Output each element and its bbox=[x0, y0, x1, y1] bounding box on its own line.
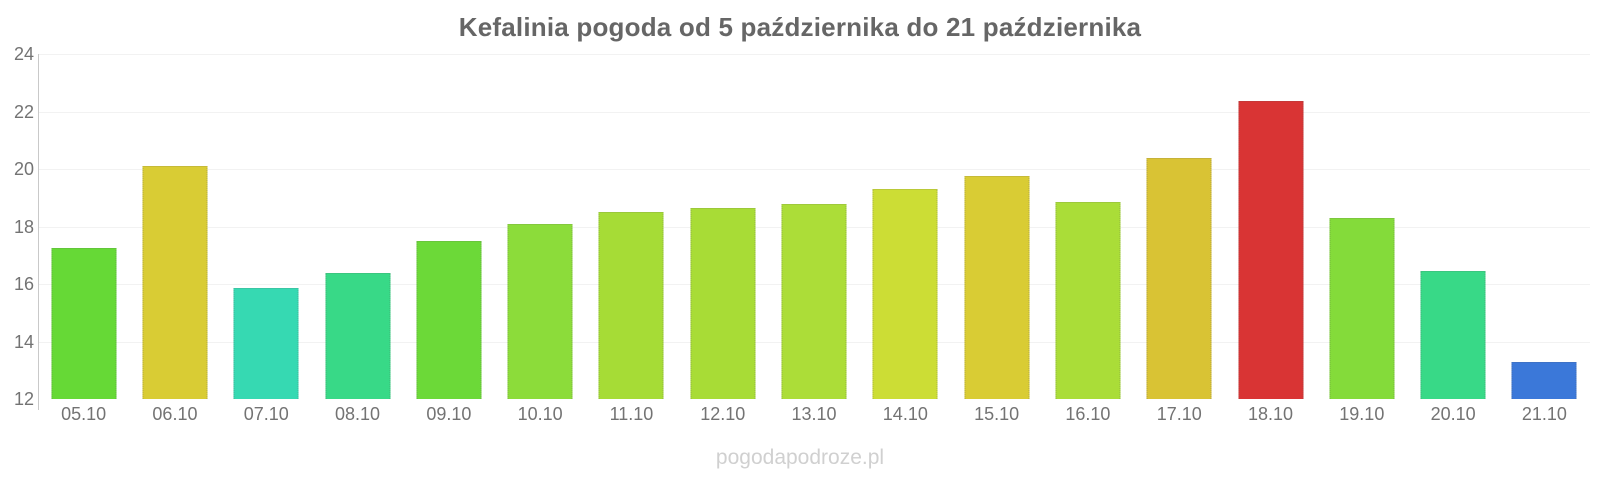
x-tick-label: 17.10 bbox=[1156, 404, 1202, 424]
y-tick-label: 16 bbox=[13, 274, 34, 294]
y-tick-label: 14 bbox=[13, 331, 34, 352]
chart-title: Kefalinia pogoda od 5 października do 21… bbox=[458, 12, 1142, 42]
bar-12.10[interactable] bbox=[690, 207, 756, 399]
x-tick-label: 11.10 bbox=[609, 404, 654, 424]
gridline bbox=[39, 54, 1590, 55]
bar-13.10[interactable] bbox=[781, 203, 847, 399]
x-tick-label: 18.10 bbox=[1247, 404, 1294, 424]
bar-slot bbox=[494, 54, 585, 399]
bar-slot bbox=[860, 54, 951, 399]
bar-10.10[interactable] bbox=[507, 223, 573, 399]
y-tick-label: 20 bbox=[13, 159, 34, 179]
y-tick-label: 22 bbox=[13, 101, 34, 122]
plot-area bbox=[38, 54, 1590, 399]
bar-slot bbox=[403, 54, 494, 399]
bar-16.10[interactable] bbox=[1055, 202, 1121, 399]
x-tick-label: 15.10 bbox=[974, 404, 1020, 424]
x-tick-label: 12.10 bbox=[700, 404, 746, 424]
bar-slot bbox=[312, 54, 403, 399]
x-tick-label: 13.10 bbox=[791, 404, 837, 424]
bar-08.10[interactable] bbox=[325, 272, 391, 399]
gridline bbox=[39, 111, 1590, 113]
x-tick-label: 05.10 bbox=[61, 404, 107, 424]
bar-14.10[interactable] bbox=[872, 189, 938, 399]
x-tick-label: 06.10 bbox=[152, 404, 198, 424]
x-tick-label: 10.10 bbox=[517, 404, 563, 424]
gridline bbox=[39, 169, 1590, 170]
bar-21.10[interactable] bbox=[1511, 361, 1577, 399]
x-tick-label: 16.10 bbox=[1065, 404, 1111, 424]
bar-18.10[interactable] bbox=[1238, 101, 1303, 399]
bar-17.10[interactable] bbox=[1146, 157, 1212, 399]
bar-09.10[interactable] bbox=[416, 240, 482, 399]
bar-slot bbox=[768, 54, 859, 399]
bar-slot bbox=[1134, 54, 1225, 399]
bar-slot bbox=[38, 54, 129, 399]
x-tick-label: 09.10 bbox=[426, 404, 472, 424]
bar-20.10[interactable] bbox=[1420, 271, 1486, 399]
bar-slot bbox=[1042, 54, 1133, 399]
bar-slot bbox=[1499, 54, 1590, 399]
watermark: pogodapodroze.pl bbox=[715, 446, 885, 469]
bar-slot bbox=[677, 54, 768, 399]
bar-15.10[interactable] bbox=[964, 176, 1030, 399]
y-tick-label: 18 bbox=[13, 216, 34, 237]
x-tick-label: 19.10 bbox=[1339, 404, 1385, 424]
bar-slot bbox=[129, 54, 220, 399]
x-tick-label: 20.10 bbox=[1430, 404, 1476, 424]
bar-slot bbox=[586, 54, 677, 399]
x-tick-label: 07.10 bbox=[243, 404, 289, 424]
x-axis: 05.10 06.10 07.10 08.10 09.10 10.10 11.10 12.10… bbox=[38, 404, 1590, 425]
bar-06.10[interactable] bbox=[142, 166, 208, 399]
bar-07.10[interactable] bbox=[233, 288, 299, 399]
x-tick-label: 08.10 bbox=[335, 404, 381, 424]
bar-slot bbox=[951, 54, 1042, 399]
y-axis-line bbox=[38, 54, 39, 410]
bar-slot bbox=[221, 54, 312, 399]
bar-slot bbox=[1316, 54, 1407, 399]
y-tick-label: 12 bbox=[13, 389, 34, 409]
y-tick-label: 24 bbox=[13, 44, 34, 64]
x-tick-label: 14.10 bbox=[882, 404, 928, 424]
bar-19.10[interactable] bbox=[1329, 217, 1395, 399]
bar-11.10[interactable] bbox=[598, 212, 664, 399]
x-tick-label: 21.10 bbox=[1521, 404, 1567, 424]
bar-05.10[interactable] bbox=[51, 248, 117, 399]
bar-slot bbox=[1225, 54, 1316, 399]
bar-slot bbox=[1407, 54, 1498, 399]
